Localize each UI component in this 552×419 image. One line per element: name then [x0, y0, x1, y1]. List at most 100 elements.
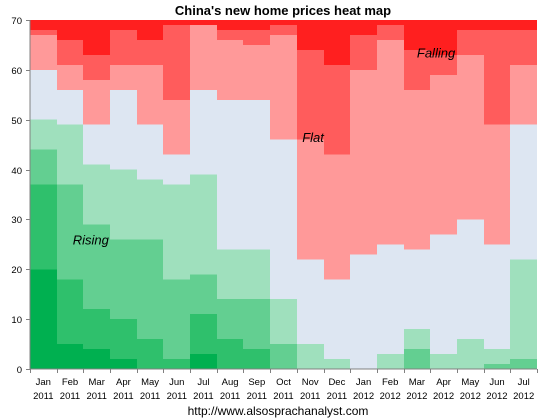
heatmap-cells [30, 20, 537, 369]
y-tick-label: 70 [11, 16, 22, 27]
heatmap-cell [163, 359, 190, 369]
heatmap-cell [83, 309, 110, 350]
heatmap-cell [243, 349, 270, 369]
heatmap-cell [270, 139, 297, 300]
heatmap-cell [484, 124, 510, 245]
heatmap-cell [270, 344, 297, 369]
x-tick-label-year: 2011 [113, 391, 133, 402]
x-tick-label-month: Apr [436, 377, 451, 388]
heatmap-cell [297, 20, 324, 50]
x-tick-label-month: Jan [36, 377, 51, 388]
heatmap-cell [457, 54, 484, 220]
heatmap-cell [190, 314, 217, 355]
y-tick-label: 40 [11, 166, 22, 177]
x-tick-label-month: Mar [409, 377, 425, 388]
heatmap-cell [430, 20, 457, 55]
heatmap-cell [217, 20, 243, 30]
x-tick-label-year: 2012 [513, 391, 534, 402]
heatmap-cell [137, 124, 163, 180]
heatmap-cell [430, 54, 457, 75]
heatmap-cell [57, 39, 83, 65]
heatmap-cell [350, 69, 377, 255]
heatmap-cell [404, 89, 430, 250]
heatmap-cell [83, 124, 110, 165]
x-tick-label-month: Jan [356, 377, 371, 388]
heatmap-cell [324, 154, 350, 280]
y-tick-label: 0 [17, 365, 22, 376]
heatmap-cell [510, 359, 537, 369]
heatmap-cell [404, 349, 430, 369]
heatmap-cell [243, 299, 270, 350]
heatmap-cell [83, 349, 110, 369]
region-labels: Falling Flat Rising [73, 45, 456, 247]
x-tick-label-year: 2011 [193, 391, 213, 402]
heatmap-cell [484, 244, 510, 350]
heatmap-cell [30, 269, 57, 369]
x-tick-label-month: Jul [518, 377, 530, 388]
source-url[interactable]: http://www.alsosprachanalyst.com [188, 404, 369, 418]
heatmap-cell [457, 339, 484, 369]
x-tick-label-month: Sep [248, 377, 265, 388]
x-tick-label-month: Oct [276, 377, 291, 388]
heatmap-cell [57, 20, 83, 40]
x-tick-label-month: May [141, 377, 159, 388]
heatmap-cell [217, 339, 243, 369]
heatmap-cell [510, 29, 537, 65]
heatmap-cell [190, 89, 217, 175]
heatmap-cell [324, 20, 350, 65]
heatmap-cell [110, 29, 137, 65]
x-tick-label-year: 2012 [460, 391, 481, 402]
x-tick-label-month: Aug [222, 377, 239, 388]
heatmap-cell [377, 354, 404, 369]
x-tick-label-month: Feb [382, 377, 398, 388]
heatmap-cell [270, 299, 297, 345]
y-tick-label: 50 [11, 116, 22, 127]
heatmap-cell [137, 339, 163, 369]
chart-axes: 0 10 20 30 40 50 60 70 Jan 2011 Feb 2011 Mar 2011 Apr 2… [11, 16, 538, 402]
heatmap-cell [57, 344, 83, 369]
heatmap-cell [190, 20, 217, 25]
heatmap-cell [243, 249, 270, 300]
heatmap-cell [297, 344, 324, 369]
heatmap-cell [430, 354, 457, 369]
x-tick-label-month: May [461, 377, 479, 388]
heatmap-cell [30, 119, 57, 150]
x-tick-label-year: 2011 [60, 391, 80, 402]
x-tick-label-year: 2011 [140, 391, 160, 402]
heatmap-cell [457, 219, 484, 340]
heatmap-cell [404, 249, 430, 330]
heatmap-cell [404, 329, 430, 350]
heatmap-cell [163, 279, 190, 360]
heatmap-cell [377, 244, 404, 355]
x-tick-label-year: 2012 [380, 391, 401, 402]
x-tick-label-month: Dec [328, 377, 345, 388]
heatmap-cell [137, 20, 163, 40]
x-tick-label-year: 2011 [167, 391, 187, 402]
heatmap-cell [377, 39, 404, 245]
heatmap-cell [137, 64, 163, 125]
heatmap-cell [297, 259, 324, 345]
heatmap-cell [57, 89, 83, 125]
heatmap-cell [484, 20, 510, 30]
heatmap-cell [30, 69, 57, 120]
heatmap-cell [377, 20, 404, 25]
y-tick-label: 60 [11, 66, 22, 77]
heatmap-cell [270, 34, 297, 140]
heatmap-cell [110, 64, 137, 90]
heatmap-cell [510, 259, 537, 360]
x-tick-label-year: 2011 [247, 391, 267, 402]
heatmap-cell [110, 239, 137, 320]
heatmap-cell [57, 64, 83, 90]
heatmap-cell [110, 20, 137, 30]
heatmap-cell [484, 349, 510, 365]
heatmap-cell [83, 20, 110, 55]
x-tick-label-month: Jul [197, 377, 209, 388]
heatmap-cell [57, 184, 83, 280]
heatmap-cell [110, 169, 137, 240]
heatmap-cell [110, 89, 137, 170]
heatmap-cell [83, 224, 110, 310]
heatmap-cell [217, 39, 243, 100]
x-tick-label-month: Mar [89, 377, 105, 388]
heatmap-cell [57, 124, 83, 185]
